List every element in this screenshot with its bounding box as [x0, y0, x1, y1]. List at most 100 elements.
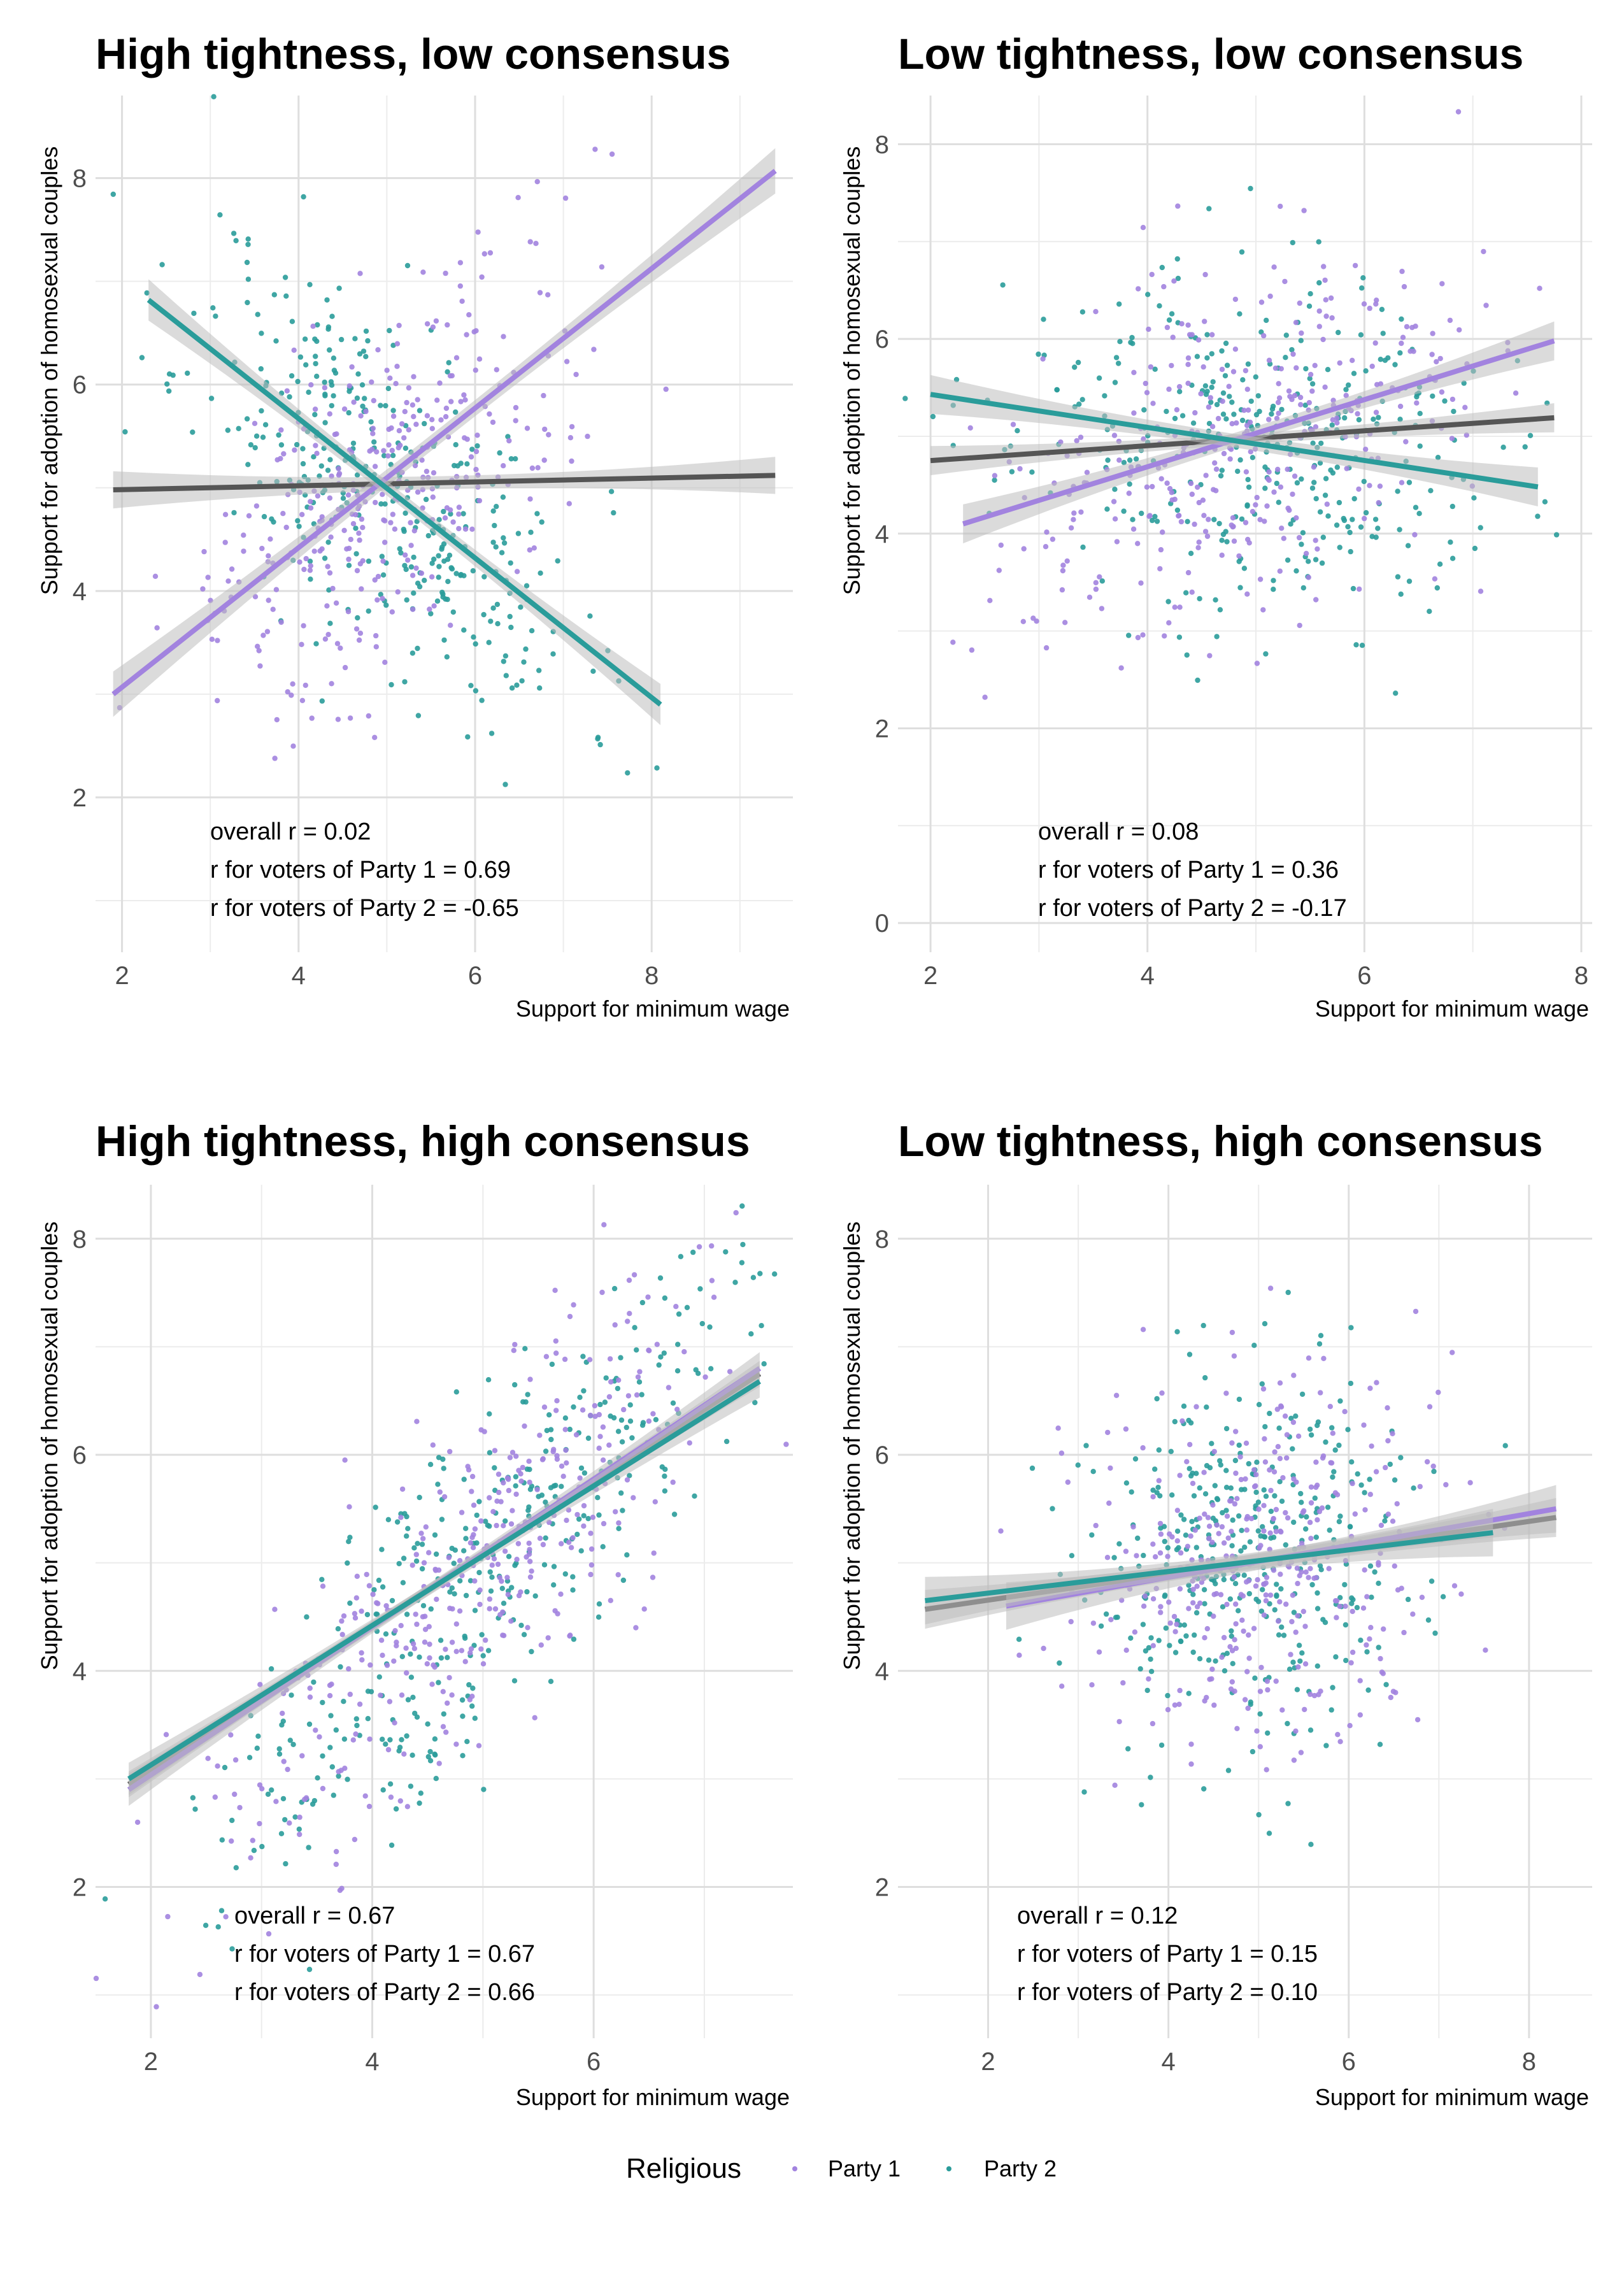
party1-point: [588, 1531, 594, 1536]
party1-point: [1219, 1654, 1225, 1660]
party2-point: [311, 454, 317, 460]
party1-point: [1265, 1687, 1271, 1693]
party1-point: [1238, 1592, 1244, 1597]
party1-point: [996, 568, 1002, 573]
party2-point: [355, 615, 360, 621]
party1-point: [1326, 1566, 1332, 1571]
party1-point: [1307, 1566, 1313, 1571]
party2-point: [390, 343, 396, 348]
party1-point: [490, 1509, 496, 1515]
party1-point: [1150, 483, 1155, 490]
y-tick-label: 8: [73, 165, 87, 193]
party1-point: [462, 526, 469, 532]
party2-point: [429, 561, 435, 566]
party2-point: [490, 508, 496, 514]
party2-point: [492, 522, 497, 529]
party2-point: [1350, 517, 1355, 522]
party2-point: [930, 413, 936, 420]
party2-point: [661, 1350, 667, 1356]
party2-point: [1289, 346, 1295, 353]
party1-point: [1357, 1678, 1363, 1683]
party2-point: [1218, 473, 1224, 479]
party1-point: [1277, 1599, 1283, 1604]
party1-point: [346, 383, 352, 389]
party1-point: [456, 511, 462, 517]
party1-point: [1172, 1629, 1178, 1634]
party2-point: [225, 427, 231, 433]
party2-point: [1096, 375, 1102, 381]
party1-point: [1112, 1782, 1118, 1788]
party1-point: [1244, 1669, 1250, 1675]
party1-point: [1290, 351, 1296, 357]
party2-point: [363, 354, 369, 359]
party2-point: [341, 1699, 346, 1704]
party2-point: [271, 292, 277, 297]
party2-point: [425, 1721, 431, 1727]
party2-point: [1430, 393, 1435, 399]
party1-points: [93, 1210, 789, 2010]
party2-point: [1116, 1541, 1122, 1547]
party2-point: [1442, 398, 1448, 404]
party1-point: [1166, 1599, 1172, 1605]
panel-title: Low tightness, high consensus: [898, 1117, 1543, 1166]
party2-point: [1337, 1398, 1343, 1404]
party2-point: [658, 1354, 664, 1360]
party2-fit-line: [127, 1379, 761, 1782]
party1-point: [1248, 449, 1254, 455]
party1-point: [1299, 330, 1304, 336]
party1-point: [281, 451, 287, 457]
party1-point: [1034, 618, 1039, 624]
party2-point: [383, 1631, 389, 1637]
party1-point: [468, 454, 474, 460]
party1-point: [476, 356, 483, 362]
party2-point: [394, 1519, 401, 1525]
party2-point: [1223, 529, 1229, 534]
party2-point: [313, 361, 318, 367]
party1-point: [374, 1600, 380, 1606]
party2-point: [495, 621, 501, 627]
party1-point: [1378, 1655, 1383, 1662]
party2-point: [1213, 597, 1218, 603]
party2-point: [1269, 411, 1274, 417]
party1-point: [515, 195, 521, 201]
party1-point: [312, 406, 318, 412]
party1-point: [1285, 466, 1290, 472]
party1-point: [1278, 203, 1283, 210]
party1-point: [1293, 365, 1299, 371]
party1-point: [1041, 1645, 1046, 1652]
party1-point: [357, 271, 363, 276]
party2-point: [476, 1499, 482, 1504]
party2-point: [587, 613, 593, 619]
overall-fit-line: [113, 473, 776, 493]
y-tick-label: 2: [875, 715, 889, 743]
party2-point: [1228, 1485, 1234, 1491]
party1-point: [727, 1369, 733, 1375]
party1-point: [652, 1499, 659, 1504]
party1-point: [1190, 1600, 1196, 1606]
party1-point: [577, 1475, 583, 1481]
party2-point: [331, 1792, 336, 1798]
party1-point: [1227, 1644, 1233, 1650]
party1-point: [1251, 1467, 1257, 1473]
party1-point: [1185, 380, 1191, 386]
party1-point: [327, 570, 333, 576]
party2-point: [1307, 1727, 1314, 1733]
party2-point: [389, 1597, 395, 1604]
party2-point: [366, 558, 372, 564]
party1-point: [443, 414, 449, 420]
party1-point: [558, 1591, 564, 1597]
party2-point: [144, 290, 150, 296]
party1-point: [527, 496, 533, 502]
party2-point: [289, 318, 296, 324]
party1-point: [266, 553, 271, 559]
panel-title: High tightness, high consensus: [96, 1117, 750, 1166]
party1-point: [411, 528, 417, 534]
party1-point: [339, 1632, 345, 1638]
party1-point: [418, 1531, 424, 1536]
party2-point: [381, 453, 387, 459]
party1-point: [998, 1528, 1004, 1534]
party2-point: [354, 1722, 360, 1729]
party1-point: [430, 1442, 436, 1448]
party2-point: [354, 395, 360, 401]
party1-point: [205, 575, 211, 580]
